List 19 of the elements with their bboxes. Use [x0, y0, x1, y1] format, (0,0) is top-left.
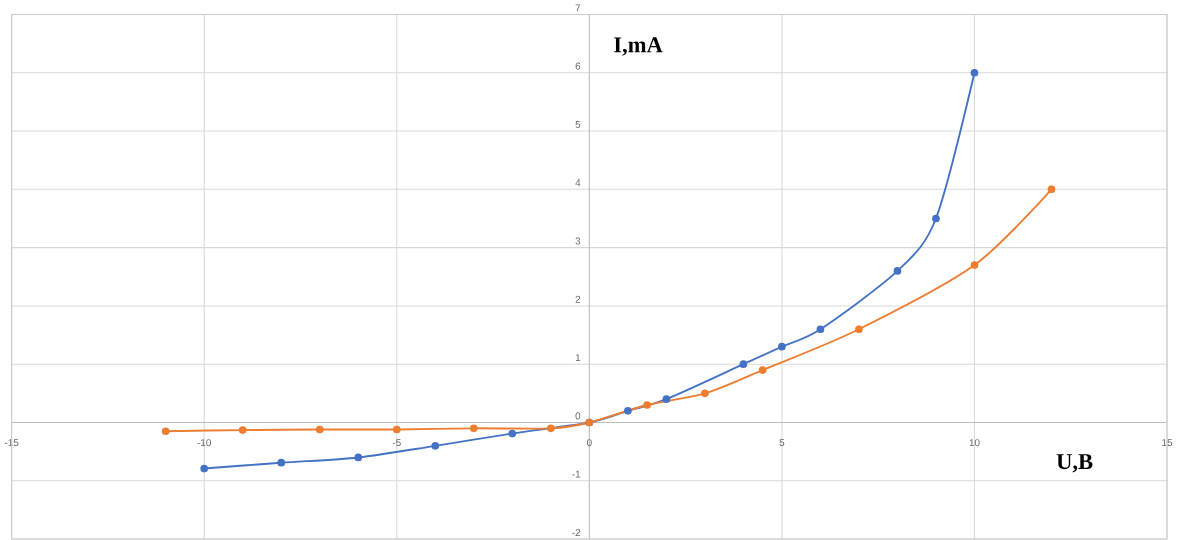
x-tick-label: 5 [779, 438, 785, 446]
y-tick-label: -1 [572, 470, 581, 478]
x-tick-label: 10 [969, 438, 980, 447]
y-axis-title: I,mA [614, 37, 663, 56]
y-tick-label: 4 [575, 179, 581, 186]
y-tick-label: -2 [572, 528, 581, 536]
x-axis-title: U,B [1056, 453, 1093, 473]
y-tick-label: 1 [575, 353, 581, 361]
x-tick-label: -10 [197, 438, 211, 447]
y-tick-label: 5 [575, 120, 581, 128]
y-tick-label: 0 [575, 412, 581, 420]
y-tick-label: 6 [575, 62, 581, 70]
y-tick-label: 3 [575, 237, 581, 245]
x-tick-label: 15 [1162, 438, 1173, 446]
x-tick-label: -5 [392, 438, 401, 446]
y-tick-label: 7 [575, 4, 581, 12]
x-tick-label: -15 [4, 438, 19, 446]
y-tick-label: 2 [575, 295, 581, 303]
x-tick-label: 0 [586, 438, 592, 447]
